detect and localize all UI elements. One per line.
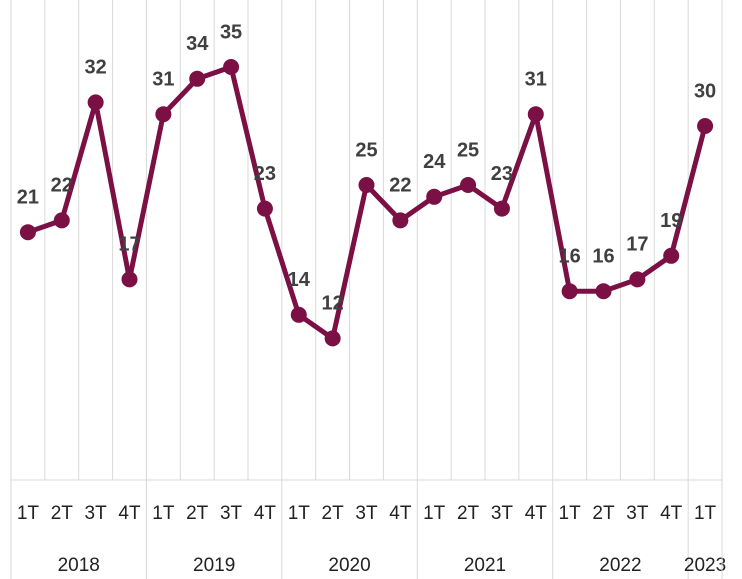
marker <box>324 330 341 347</box>
x-tick-label: 3T <box>355 503 378 524</box>
group-label: 2023 <box>684 555 726 576</box>
data-label: 23 <box>491 163 513 185</box>
data-label: 22 <box>389 175 411 197</box>
marker <box>155 106 172 123</box>
marker <box>629 271 646 288</box>
marker <box>358 177 375 193</box>
data-label: 31 <box>152 68 174 90</box>
marker <box>290 306 307 323</box>
x-tick-label: 4T <box>525 503 548 524</box>
data-label: 17 <box>626 234 648 256</box>
x-tick-label: 2T <box>457 503 480 524</box>
marker <box>527 106 544 123</box>
marker <box>493 200 510 217</box>
marker <box>121 271 138 288</box>
x-tick-label: 2T <box>592 503 615 524</box>
marker <box>19 224 36 241</box>
marker <box>595 283 612 300</box>
x-tick-label: 4T <box>389 503 412 524</box>
data-label: 32 <box>85 57 107 79</box>
marker <box>256 200 273 217</box>
x-tick-label: 1T <box>694 503 717 524</box>
marker <box>561 283 578 300</box>
marker <box>392 212 409 229</box>
marker <box>697 118 714 134</box>
x-tick-label: 1T <box>559 503 582 524</box>
x-tick-label: 1T <box>423 503 446 524</box>
x-tick-label: 2T <box>322 503 345 524</box>
data-label: 25 <box>355 139 377 161</box>
group-label: 2020 <box>328 555 370 576</box>
group-label: 2019 <box>193 555 235 576</box>
marker <box>189 70 206 87</box>
data-label: 19 <box>660 210 682 232</box>
x-tick-label: 1T <box>152 503 175 524</box>
data-label: 17 <box>118 234 140 256</box>
data-label: 25 <box>457 139 479 161</box>
data-label: 16 <box>559 245 581 267</box>
data-label: 12 <box>322 293 344 315</box>
x-tick-label: 1T <box>288 503 311 524</box>
x-tick-label: 3T <box>220 503 243 524</box>
x-tick-label: 1T <box>17 503 40 524</box>
group-label: 2021 <box>464 555 506 576</box>
x-tick-label: 4T <box>660 503 683 524</box>
marker <box>460 177 477 193</box>
marker <box>663 247 680 264</box>
data-label: 22 <box>51 175 73 197</box>
group-label: 2018 <box>58 555 100 576</box>
data-label: 21 <box>17 186 39 208</box>
x-tick-label: 2T <box>51 503 74 524</box>
x-tick-label: 4T <box>254 503 277 524</box>
data-label: 34 <box>186 33 209 55</box>
marker <box>426 188 443 205</box>
x-tick-label: 3T <box>626 503 649 524</box>
x-tick-label: 3T <box>85 503 108 524</box>
marker <box>87 94 104 111</box>
data-label: 23 <box>254 163 276 185</box>
data-label: 24 <box>423 151 446 173</box>
x-tick-label: 2T <box>186 503 209 524</box>
data-label: 14 <box>288 269 311 291</box>
marker <box>223 59 240 75</box>
data-label: 16 <box>592 245 614 267</box>
data-label: 30 <box>694 80 716 102</box>
data-label: 31 <box>525 68 547 90</box>
marker <box>53 212 70 229</box>
group-label: 2022 <box>599 555 641 576</box>
x-tick-label: 4T <box>118 503 141 524</box>
data-label: 35 <box>220 21 242 43</box>
x-tick-label: 3T <box>491 503 514 524</box>
